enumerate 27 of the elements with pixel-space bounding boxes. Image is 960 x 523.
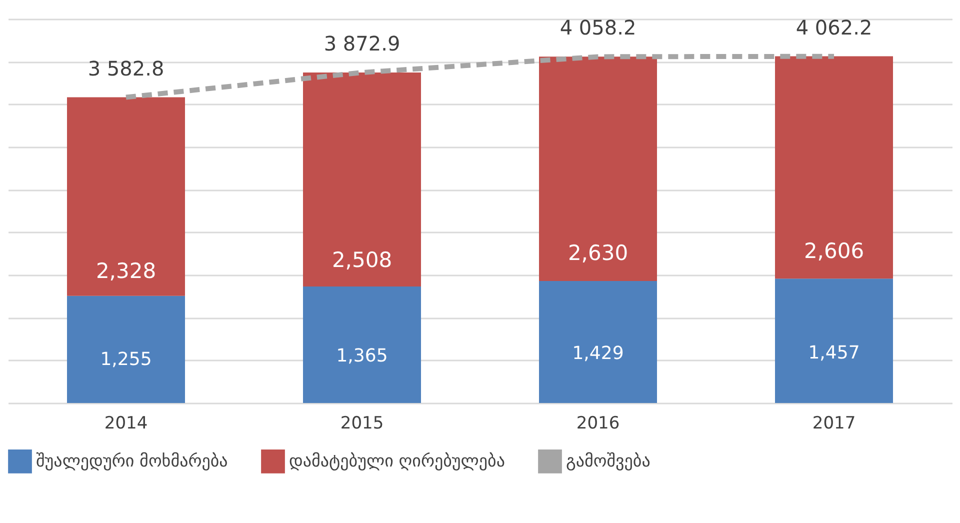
legend-label: დამატებული ღირებულება	[289, 451, 505, 472]
data-label: 1,255	[100, 349, 152, 370]
data-label: 4 062.2	[796, 15, 872, 40]
bar	[303, 72, 421, 287]
bar	[539, 281, 657, 403]
bar	[67, 97, 185, 296]
data-label: 1,365	[336, 345, 388, 366]
data-label: 2,606	[804, 238, 864, 263]
data-label: 3 582.8	[88, 56, 164, 80]
x-tick-label: 2017	[812, 414, 856, 434]
data-label: 1,457	[808, 342, 860, 364]
x-tick-label: 2016	[576, 414, 620, 434]
data-label: 2,508	[332, 248, 392, 272]
bar	[775, 56, 893, 279]
data-label: 2,328	[96, 259, 156, 284]
bar	[775, 278, 893, 403]
data-label: 2,630	[568, 241, 628, 266]
legend-label: შუალედური მოხმარება	[36, 451, 228, 472]
data-label: 1,429	[572, 343, 624, 364]
data-label: 3 872.9	[324, 32, 400, 56]
legend-label: გამოშვება	[566, 451, 650, 472]
bar	[539, 56, 657, 282]
data-label: 4 058.2	[560, 16, 636, 40]
x-tick-label: 2015	[340, 414, 384, 434]
x-tick-label: 2014	[104, 414, 148, 434]
bar	[303, 286, 421, 403]
bar	[67, 296, 185, 403]
